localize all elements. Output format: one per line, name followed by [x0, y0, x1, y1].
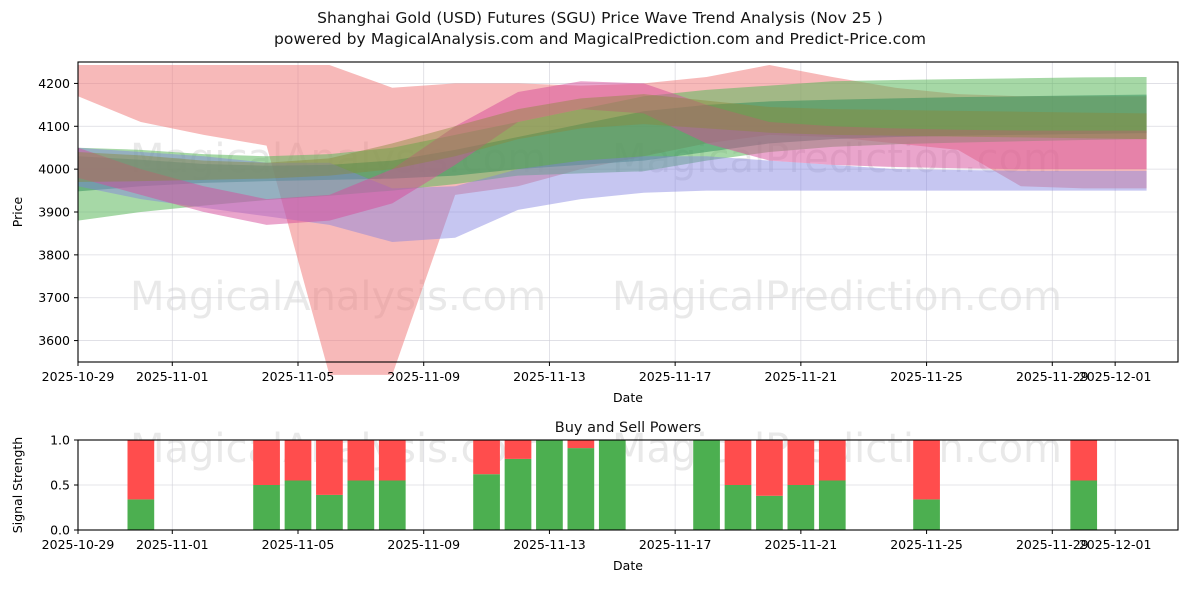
x-tick-label: 2025-11-17 [639, 369, 712, 384]
x-tick-label: 2025-11-09 [387, 369, 460, 384]
bar-sell-power [756, 440, 783, 496]
power-panel-title: Buy and Sell Powers [555, 420, 701, 436]
y-tick-label: 3600 [38, 333, 70, 348]
bar-sell-power [378, 440, 406, 481]
y-tick-label: 3900 [38, 205, 70, 220]
bar-sell-power [913, 440, 940, 500]
bar-sell-power [253, 440, 280, 485]
wave-band-wave-olive-overlap [78, 94, 1147, 182]
y-tick-label: 1.0 [50, 433, 70, 448]
chart-subtitle: powered by MagicalAnalysis.com and Magic… [273, 29, 927, 48]
bar-buy-power [473, 474, 500, 530]
x-tick-label: 2025-10-29 [42, 369, 115, 384]
x-tick-label: 2025-11-05 [262, 369, 335, 384]
bar-buy-power [818, 480, 846, 530]
x-axis-label: Date [613, 390, 643, 405]
bar-sell-power [724, 440, 752, 485]
chart-title: Shanghai Gold (USD) Futures (SGU) Price … [317, 9, 883, 27]
y-tick-label: 0.0 [50, 523, 70, 538]
bar-sell-power [818, 440, 846, 481]
y-tick-label: 3700 [38, 290, 70, 305]
x-tick-label: 2025-12-01 [1079, 537, 1152, 552]
price-wave-panel: MagicalAnalysis.comMagicalPrediction.com… [10, 61, 1179, 405]
x-tick-label: 2025-11-05 [262, 537, 335, 552]
bar-buy-power [693, 440, 720, 530]
bar-sell-power [504, 440, 532, 459]
x-tick-label: 2025-11-01 [136, 369, 209, 384]
bar-buy-power [724, 485, 752, 530]
y-axis-label: Signal Strength [10, 437, 25, 533]
bar-sell-power [787, 440, 815, 485]
bar-buy-power [316, 494, 343, 530]
wave-band-wave-magenta [78, 81, 1147, 225]
bar-buy-power [1070, 480, 1098, 530]
y-tick-label: 4000 [38, 162, 70, 177]
wave-band-wave-blue [78, 147, 1147, 242]
y-axis-label: Price [10, 196, 25, 227]
bar-sell-power [284, 440, 312, 481]
bar-buy-power [756, 495, 783, 530]
x-axis-label: Date [613, 558, 643, 573]
bar-buy-power [127, 499, 155, 530]
bar-buy-power [787, 485, 815, 530]
x-tick-label: 2025-11-29 [1016, 537, 1089, 552]
bar-buy-power [913, 499, 940, 530]
x-tick-label: 2025-11-21 [765, 369, 838, 384]
wave-band-wave-green-core [78, 94, 1147, 192]
x-tick-label: 2025-12-01 [1079, 369, 1152, 384]
y-tick-label: 0.5 [50, 478, 70, 493]
bar-sell-power [567, 440, 595, 449]
buy-sell-powers-panel: Buy and Sell PowersMagicalAnalysis.comMa… [10, 420, 1179, 573]
bar-buy-power [598, 440, 626, 530]
bar-sell-power [316, 440, 343, 495]
x-tick-label: 2025-11-25 [890, 369, 963, 384]
watermark-text: MagicalPrediction.com [612, 274, 1062, 320]
bar-buy-power [284, 480, 312, 530]
wave-band-wave-red-outer [78, 65, 1147, 375]
page-title: Shanghai Gold (USD) Futures (SGU) Price … [0, 8, 1200, 50]
bar-sell-power [1070, 440, 1098, 481]
y-tick-label: 3800 [38, 247, 70, 262]
x-tick-label: 2025-11-13 [513, 369, 586, 384]
bar-sell-power [473, 440, 500, 475]
x-tick-label: 2025-11-13 [513, 537, 586, 552]
bar-sell-power [347, 440, 375, 481]
bar-buy-power [536, 440, 563, 530]
x-tick-label: 2025-11-29 [1016, 369, 1089, 384]
y-tick-label: 4100 [38, 119, 70, 134]
bar-buy-power [567, 448, 595, 530]
x-tick-label: 2025-11-25 [890, 537, 963, 552]
x-tick-label: 2025-11-17 [639, 537, 712, 552]
y-tick-label: 4200 [38, 76, 70, 91]
bar-sell-power [127, 440, 155, 500]
x-tick-label: 2025-11-01 [136, 537, 209, 552]
bar-buy-power [253, 485, 280, 530]
x-tick-label: 2025-11-09 [387, 537, 460, 552]
x-tick-label: 2025-10-29 [42, 537, 115, 552]
x-tick-label: 2025-11-21 [765, 537, 838, 552]
bar-buy-power [504, 458, 532, 530]
bar-buy-power [378, 480, 406, 530]
bar-buy-power [347, 480, 375, 530]
